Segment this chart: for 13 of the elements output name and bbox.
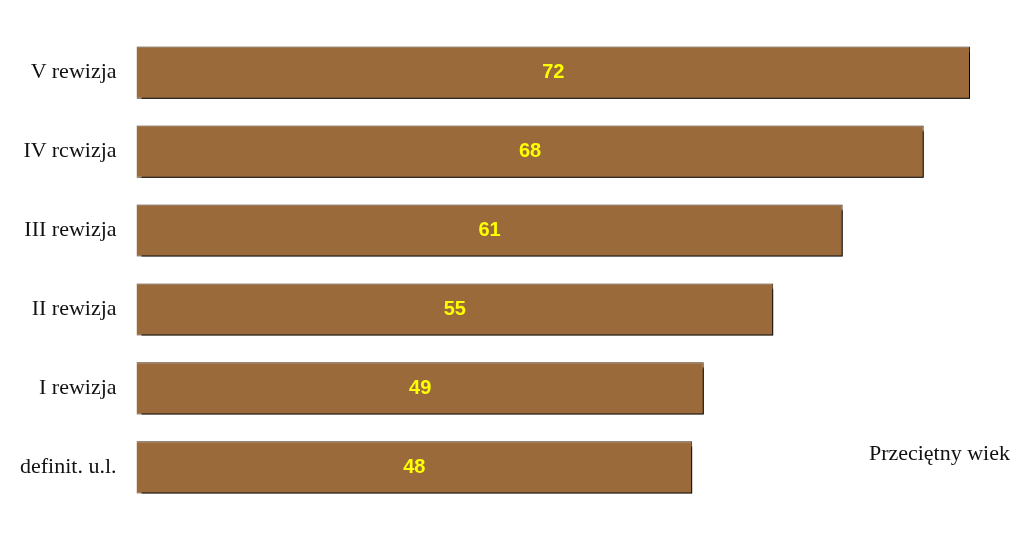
data-label: 55 <box>443 296 466 319</box>
data-label: 49 <box>409 375 432 398</box>
data-label: 72 <box>542 60 565 83</box>
y-tick-label: II rewizja <box>31 295 117 321</box>
annotation: Przeciętny wiek <box>868 440 1010 466</box>
y-tick-label: III rewizja <box>24 216 117 242</box>
data-label: 68 <box>518 139 542 162</box>
data-label: 48 <box>403 454 426 477</box>
y-tick-label: IV rcwizja <box>23 137 117 163</box>
y-tick-label: I rewizja <box>38 374 117 400</box>
data-label: 61 <box>478 218 501 241</box>
y-tick-label: V rewizja <box>30 58 117 84</box>
y-tick-label: definit. u.l. <box>19 453 117 479</box>
